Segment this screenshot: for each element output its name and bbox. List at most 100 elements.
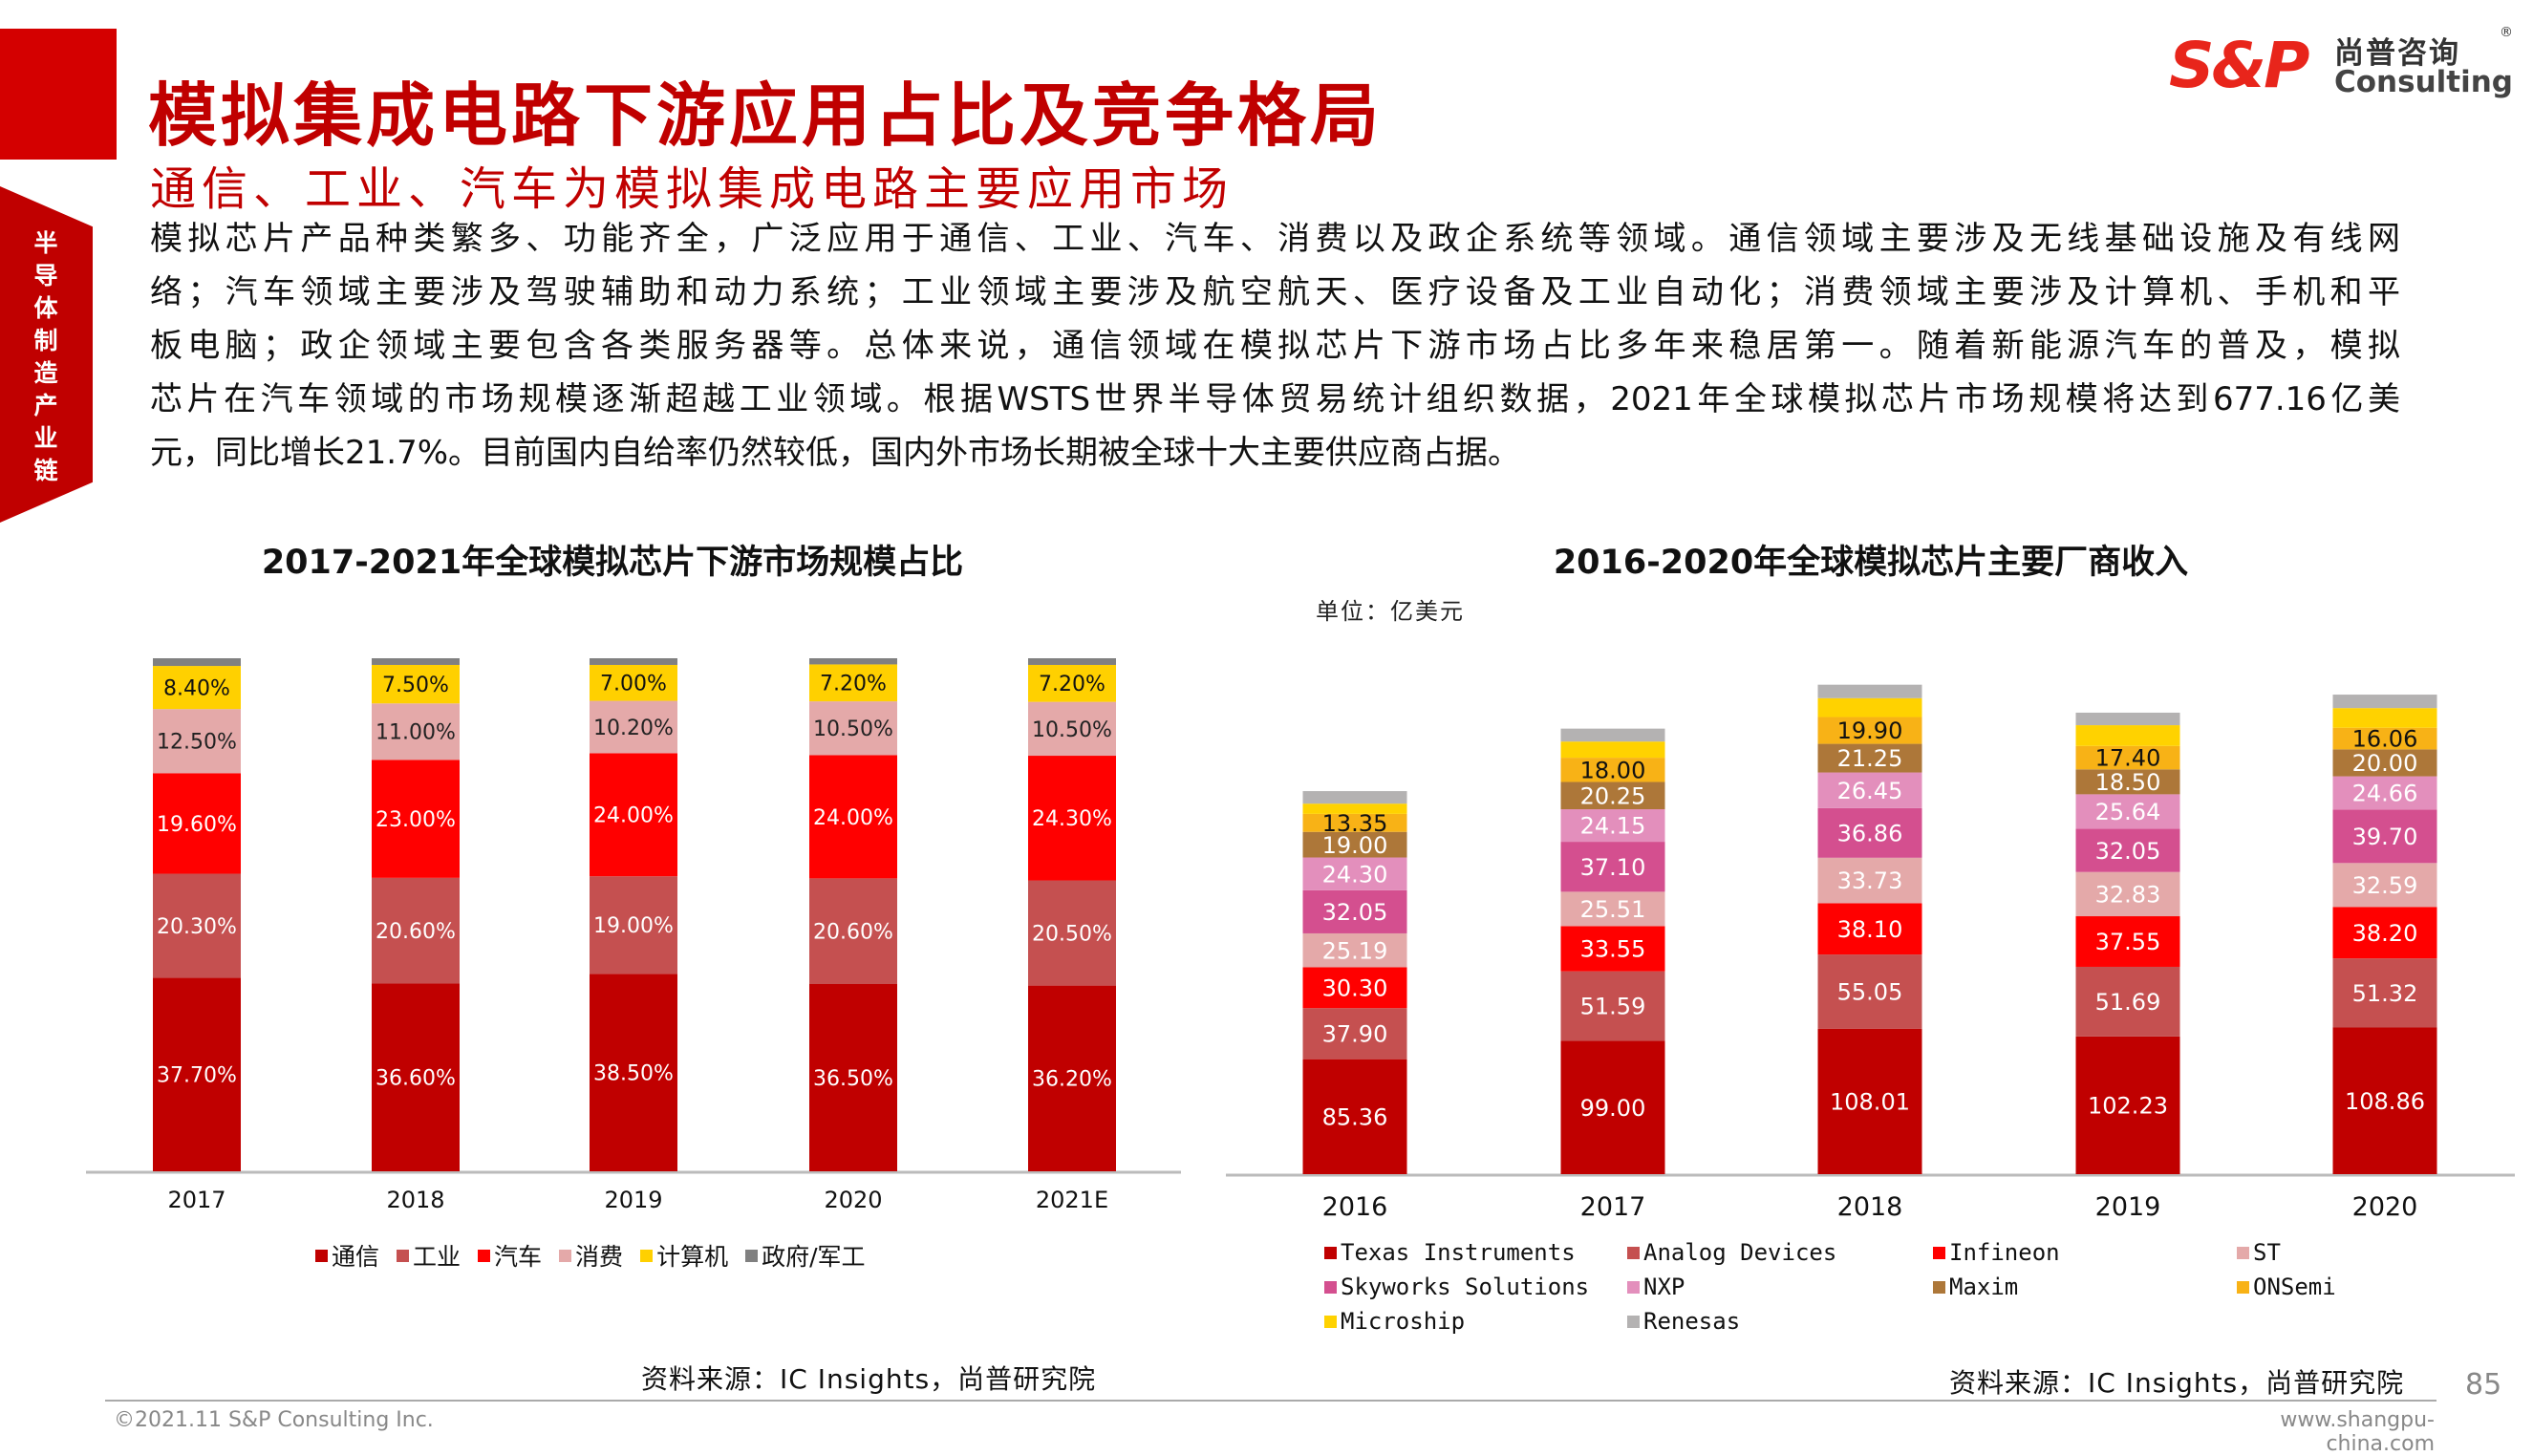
data-label: 11.00% bbox=[376, 721, 456, 745]
copyright-text: ©2021.11 S&P Consulting Inc. bbox=[114, 1408, 434, 1432]
data-label: 19.60% bbox=[157, 813, 237, 837]
category-label: 2020 bbox=[2352, 1192, 2418, 1222]
bar-segment-infineon bbox=[1817, 903, 1922, 955]
legend-swatch bbox=[315, 1249, 328, 1262]
legend-label: Maxim bbox=[1949, 1274, 2019, 1300]
bar-segment-政府-军工 bbox=[1028, 658, 1116, 665]
bar-segment-onsemi bbox=[2075, 745, 2180, 770]
category-label: 2019 bbox=[604, 1187, 662, 1213]
data-label: 13.35 bbox=[1322, 810, 1388, 837]
category-label: 2021E bbox=[1036, 1187, 1108, 1213]
data-label: 17.40 bbox=[2095, 745, 2161, 772]
legend-item: Texas Instruments bbox=[1324, 1239, 1576, 1266]
data-label: 32.05 bbox=[1322, 899, 1388, 926]
data-label: 108.01 bbox=[1830, 1088, 1910, 1115]
bar-segment-工业 bbox=[590, 876, 677, 974]
legend-swatch bbox=[2237, 1280, 2249, 1294]
data-label: 26.45 bbox=[1837, 778, 1903, 804]
bar-segment-analog-devices bbox=[1817, 954, 1922, 1029]
legend-swatch bbox=[478, 1249, 491, 1262]
legend-label: Renesas bbox=[1643, 1308, 1741, 1335]
data-label: 38.50% bbox=[593, 1062, 674, 1086]
legend-swatch bbox=[1627, 1246, 1640, 1259]
bar-segment-texas-instruments bbox=[2075, 1036, 2180, 1174]
data-label: 37.10 bbox=[1580, 854, 1646, 881]
data-label: 7.20% bbox=[1039, 673, 1106, 696]
category-label: 2020 bbox=[824, 1187, 882, 1213]
data-label: 25.19 bbox=[1322, 937, 1388, 964]
bar-segment-onsemi bbox=[1817, 717, 1922, 744]
legend-swatch bbox=[1324, 1280, 1337, 1294]
data-label: 108.86 bbox=[2345, 1088, 2425, 1115]
bar-segment-maxim bbox=[2075, 769, 2180, 795]
bar-segment-nxp bbox=[1302, 857, 1407, 890]
category-label: 2017 bbox=[167, 1187, 225, 1213]
data-label: 10.50% bbox=[813, 717, 893, 741]
bar-segment-政府-军工 bbox=[153, 658, 241, 667]
data-label: 37.90 bbox=[1322, 1021, 1388, 1048]
data-label: 99.00 bbox=[1580, 1095, 1646, 1122]
bar-segment-microship bbox=[1560, 741, 1665, 759]
bar-segment-nxp bbox=[1560, 809, 1665, 843]
data-label: 7.50% bbox=[382, 674, 449, 697]
legend-label: ST bbox=[2253, 1239, 2281, 1266]
legend-swatch bbox=[1324, 1315, 1337, 1328]
legend-swatch bbox=[745, 1249, 759, 1262]
legend-label: Skyworks Solutions bbox=[1341, 1274, 1590, 1300]
bar-segment-microship bbox=[1302, 803, 1407, 814]
bar-segment-计算机 bbox=[153, 666, 241, 710]
data-label: 36.50% bbox=[813, 1067, 893, 1091]
bar-segment-计算机 bbox=[809, 664, 897, 702]
bar-segment-maxim bbox=[1560, 782, 1665, 810]
left-chart-legend: 通信 工业 汽车 消费 计算机 政府/军工 bbox=[315, 1238, 866, 1273]
legend-label: 消费 bbox=[575, 1243, 624, 1271]
legend-swatch bbox=[2237, 1246, 2249, 1259]
bar-segment-通信 bbox=[372, 983, 460, 1171]
logo-cn-text: 尚普咨询 bbox=[2334, 36, 2460, 71]
data-label: 24.15 bbox=[1580, 813, 1646, 840]
data-label: 20.00 bbox=[2352, 750, 2418, 777]
bar-segment-skyworks-solutions bbox=[2075, 828, 2180, 872]
data-label: 85.36 bbox=[1322, 1103, 1388, 1130]
bar-segment-政府-军工 bbox=[372, 658, 460, 665]
legend-label: ONSemi bbox=[2253, 1274, 2336, 1300]
data-label: 39.70 bbox=[2352, 824, 2418, 850]
data-label: 20.25 bbox=[1580, 782, 1646, 809]
bar-segment-nxp bbox=[2332, 776, 2437, 810]
legend-label: Infineon bbox=[1949, 1239, 2060, 1266]
category-label: 2019 bbox=[2095, 1192, 2161, 1222]
legend-label: Texas Instruments bbox=[1341, 1239, 1576, 1266]
data-label: 36.60% bbox=[376, 1067, 456, 1091]
data-label: 51.32 bbox=[2352, 980, 2418, 1007]
legend-item: 汽车 bbox=[478, 1238, 542, 1273]
legend-item: 计算机 bbox=[640, 1238, 728, 1273]
legend-item: Microship bbox=[1324, 1308, 1465, 1335]
page-number: 85 bbox=[2465, 1368, 2502, 1402]
data-label: 19.00% bbox=[593, 914, 674, 938]
bar-segment-政府-军工 bbox=[590, 658, 677, 665]
bar-segment-microship bbox=[2332, 708, 2437, 728]
bar-segment-汽车 bbox=[153, 773, 241, 874]
legend-swatch bbox=[559, 1249, 572, 1262]
data-label: 38.20 bbox=[2352, 920, 2418, 947]
data-label: 102.23 bbox=[2088, 1093, 2168, 1120]
legend-item: ONSemi bbox=[2237, 1274, 2336, 1300]
bar-segment-st bbox=[1302, 932, 1407, 968]
bar-segment-nxp bbox=[1817, 772, 1922, 808]
category-label: 2018 bbox=[386, 1187, 444, 1213]
left-chart-source: 资料来源：IC Insights，尚普研究院 bbox=[641, 1363, 1097, 1395]
bar-segment-消费 bbox=[153, 709, 241, 774]
bar-segment-汽车 bbox=[372, 760, 460, 878]
bar-segment-renesas bbox=[2332, 695, 2437, 709]
left-chart-title: 2017-2021年全球模拟芯片下游市场规模占比 bbox=[261, 544, 964, 582]
bar-segment-skyworks-solutions bbox=[2332, 809, 2437, 864]
bar-segment-st bbox=[1560, 891, 1665, 927]
website-link[interactable]: www.shangpu-china.com bbox=[2280, 1408, 2435, 1456]
data-label: 7.00% bbox=[600, 673, 667, 696]
data-label: 20.30% bbox=[157, 915, 237, 939]
data-label: 55.05 bbox=[1837, 979, 1903, 1006]
bar-segment-infineon bbox=[2075, 916, 2180, 967]
bar-segment-microship bbox=[2075, 725, 2180, 746]
data-label: 8.40% bbox=[163, 677, 230, 701]
legend-item: Analog Devices bbox=[1627, 1239, 1836, 1266]
